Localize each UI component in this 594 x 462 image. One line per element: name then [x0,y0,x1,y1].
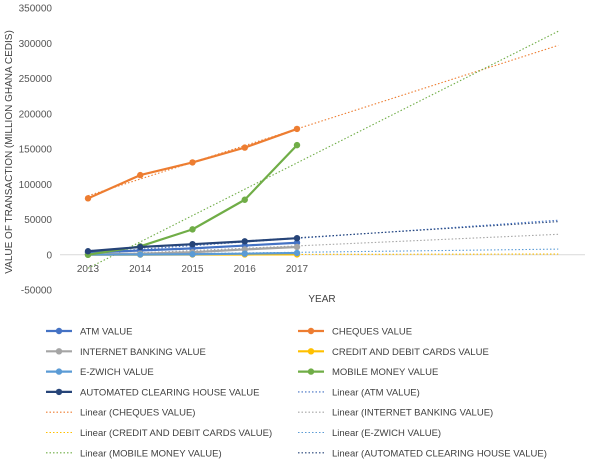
legend-label: ATM VALUE [80,327,132,338]
legend-label: INTERNET BANKING VALUE [80,347,206,358]
data-point-internet-banking-value [293,243,301,251]
data-point-automated-clearing-house-value [293,234,301,242]
data-point-e-zwich-value [137,251,144,258]
legend-swatch-marker [307,348,315,355]
x-tick-label: 2014 [129,264,152,275]
data-point-cheques-value [137,171,144,179]
legend-label: Linear (INTERNET BANKING VALUE) [332,408,493,419]
x-tick-label: 2017 [286,264,309,275]
data-point-mobile-money-value [293,141,301,149]
y-tick-label: 350000 [19,4,53,15]
legend-swatch-marker [55,327,63,335]
legend: ATM VALUE CHEQUES VALUE INTERNET BANKING V… [46,327,547,459]
legend-swatch-marker [307,368,315,375]
x-axis-title: YEAR [308,294,335,305]
legend-swatch-marker [55,348,63,355]
legend-label: MOBILE MONEY VALUE [332,367,438,378]
legend-swatch-marker [55,368,63,375]
y-tick-label: 150000 [19,145,53,156]
data-point-cheques-value [84,195,92,202]
data-point-e-zwich-value [241,250,248,257]
trendline-automated-clearing-house-value [87,221,559,252]
trendlines-layer [87,30,559,269]
legend-swatch-marker [55,388,63,396]
data-point-mobile-money-value [189,226,196,233]
y-tick-label: 200000 [19,109,53,120]
data-point-cheques-value [241,144,248,151]
series-layer [84,125,301,258]
data-point-automated-clearing-house-value [137,243,144,251]
legend-label: CHEQUES VALUE [332,327,412,338]
legend-label: Linear (ATM VALUE) [332,387,420,398]
data-point-automated-clearing-house-value [84,248,92,255]
data-point-cheques-value [293,125,301,133]
trendline-internet-banking-value [87,233,559,256]
x-tick-label: 2015 [181,264,204,275]
trendline-cheques-value [87,44,559,197]
x-tick-label: 2016 [234,264,257,275]
x-tick-label: 2013 [77,264,100,275]
legend-label: Linear (CREDIT AND DEBIT CARDS VALUE) [80,428,272,439]
y-tick-label: 50000 [24,215,52,226]
legend-label: Linear (MOBILE MONEY VALUE) [80,448,222,459]
legend-label: Linear (E-ZWICH VALUE) [332,428,441,439]
y-tick-label: 250000 [19,74,53,85]
legend-label: CREDIT AND DEBIT CARDS VALUE [332,347,489,358]
y-tick-label: 300000 [19,39,53,50]
y-axis-title: VALUE OF TRANSACTION (MILLION GHANA CEDI… [4,30,15,274]
legend-label: AUTOMATED CLEARING HOUSE VALUE [80,387,259,398]
trendline-mobile-money-value [87,30,559,269]
data-point-automated-clearing-house-value [189,240,196,248]
data-point-cheques-value [189,159,196,166]
data-point-e-zwich-value [293,249,301,257]
data-point-mobile-money-value [241,196,248,203]
legend-label: E-ZWICH VALUE [80,367,154,378]
y-tick-label: -50000 [21,286,53,297]
y-tick-label: 100000 [19,180,53,191]
labels-layer: YEAR VALUE OF TRANSACTION (MILLION GHANA… [4,30,336,305]
legend-label: Linear (AUTOMATED CLEARING HOUSE VALUE) [332,448,547,459]
data-point-e-zwich-value [189,251,196,258]
legend-label: Linear (CHEQUES VALUE) [80,408,195,419]
y-tick-label: 0 [46,250,52,261]
data-point-automated-clearing-house-value [241,238,248,245]
legend-swatch-marker [307,327,315,335]
